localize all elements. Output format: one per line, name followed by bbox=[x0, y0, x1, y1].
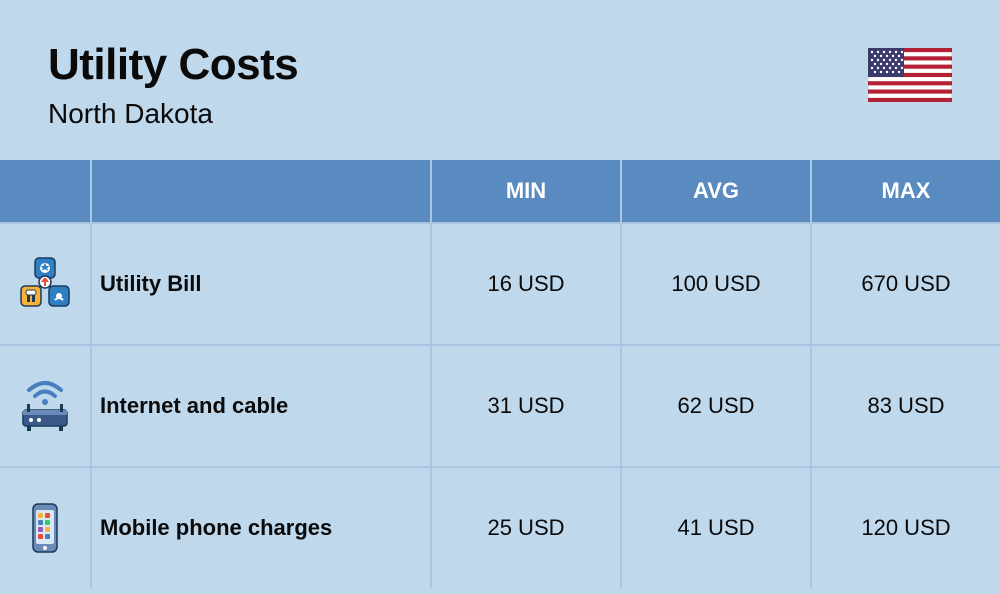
col-header-min: MIN bbox=[430, 160, 620, 222]
cell-min: 16 USD bbox=[430, 222, 620, 344]
row-label: Mobile phone charges bbox=[90, 466, 430, 588]
col-header-name bbox=[90, 160, 430, 222]
utility-icon bbox=[0, 222, 90, 344]
router-icon bbox=[0, 344, 90, 466]
cell-avg: 100 USD bbox=[620, 222, 810, 344]
cell-max: 120 USD bbox=[810, 466, 1000, 588]
header: Utility Costs North Dakota bbox=[0, 0, 1000, 160]
cell-avg: 62 USD bbox=[620, 344, 810, 466]
col-header-avg: AVG bbox=[620, 160, 810, 222]
cell-min: 31 USD bbox=[430, 344, 620, 466]
col-header-max: MAX bbox=[810, 160, 1000, 222]
page: Utility Costs North Dakota bbox=[0, 0, 1000, 594]
row-label: Internet and cable bbox=[90, 344, 430, 466]
title-block: Utility Costs North Dakota bbox=[48, 40, 298, 130]
col-header-icon bbox=[0, 160, 90, 222]
page-title: Utility Costs bbox=[48, 40, 298, 90]
us-flag-icon bbox=[868, 48, 952, 107]
page-subtitle: North Dakota bbox=[48, 98, 298, 130]
phone-icon bbox=[0, 466, 90, 588]
cell-max: 670 USD bbox=[810, 222, 1000, 344]
cell-avg: 41 USD bbox=[620, 466, 810, 588]
cell-max: 83 USD bbox=[810, 344, 1000, 466]
cost-table: MIN AVG MAX Utility Bill 16 USD 100 USD bbox=[0, 160, 1000, 588]
cell-min: 25 USD bbox=[430, 466, 620, 588]
row-label: Utility Bill bbox=[90, 222, 430, 344]
